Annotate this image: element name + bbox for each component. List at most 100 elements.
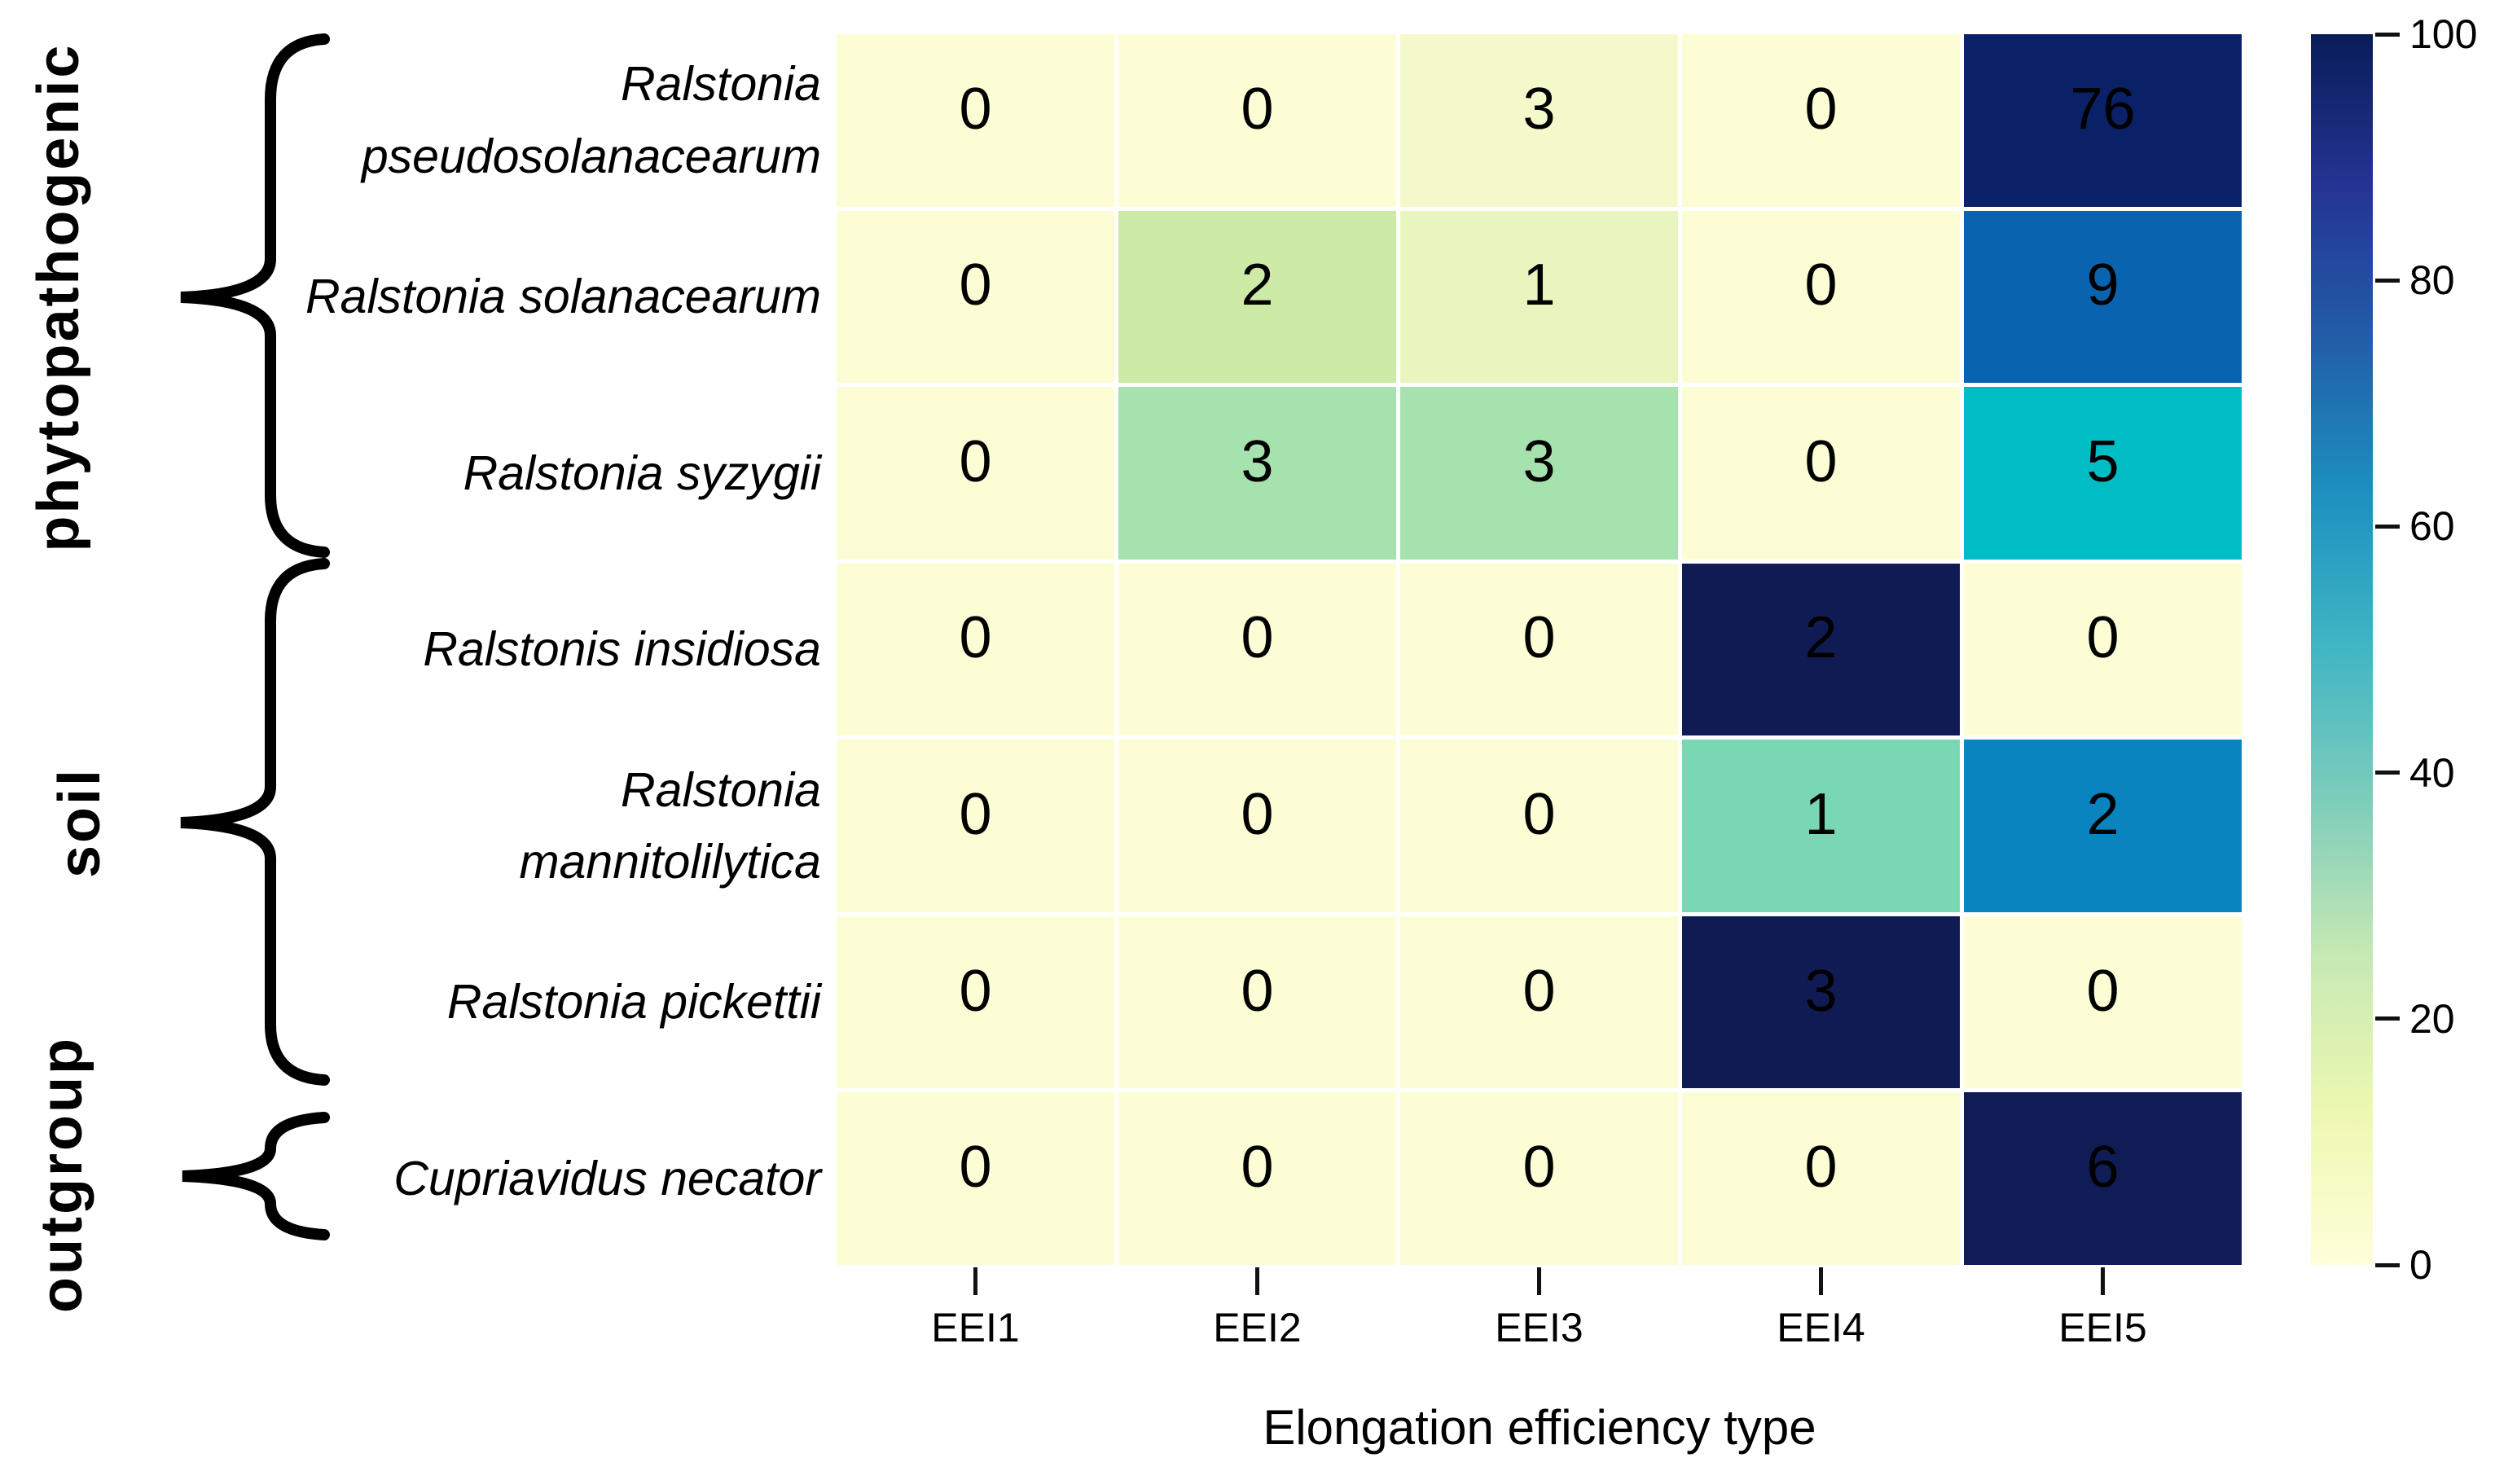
heatmap-cell-soil-EEI2: 0 [1118, 915, 1396, 1089]
species-name: Cupriavidus necator [393, 1151, 821, 1205]
cell-value: 0 [959, 252, 992, 318]
heatmap-cell-phytopathogenic-EEI2: 0 [1118, 34, 1396, 207]
cell-value: 0 [959, 605, 992, 671]
cell-value: 0 [1241, 605, 1274, 671]
heatmap-cell-soil-EEI2: 0 [1118, 563, 1396, 736]
colorbar-tick-label-0: 0 [2409, 1242, 2432, 1288]
cell-value: 3 [1522, 428, 1556, 494]
cell-value: 5 [2086, 428, 2119, 494]
cell-value: 3 [1522, 76, 1556, 142]
colorbar-tick-label-60: 60 [2409, 503, 2455, 550]
x-axis-title: Elongation efficiency type [1263, 1399, 1816, 1455]
row-label-3: Ralstonia syzygii [261, 367, 821, 579]
x-tick-EEI1 [973, 1267, 977, 1295]
heatmap-grid: 0 0 3 0 76 0 2 1 0 9 0 3 3 0 5 0 0 0 2 0 0 0 0 1 2 0 0 0 3 0 0 0 0 0 6 [837, 34, 2242, 1265]
species-name: Ralstonia mannitolilytica [519, 762, 821, 889]
heatmap-cell-outgroup-EEI5: 6 [1964, 1092, 2242, 1265]
x-tick-EEI4 [1819, 1267, 1823, 1295]
cell-value: 0 [959, 782, 992, 848]
heatmap-cell-phytopathogenic-EEI2: 3 [1118, 387, 1396, 560]
row-label-7: Cupriavidus necator [261, 1073, 821, 1284]
heatmap-cell-phytopathogenic-EEI5: 9 [1964, 210, 2242, 384]
cell-value: 0 [1522, 958, 1556, 1024]
x-tick-label-EEI4: EEI4 [1777, 1305, 1865, 1350]
heatmap-cell-phytopathogenic-EEI2: 2 [1118, 210, 1396, 384]
row-label-2: Ralstonia solanacearum [261, 191, 821, 402]
cell-value: 0 [1241, 1135, 1274, 1201]
heatmap-cell-soil-EEI5: 0 [1964, 915, 2242, 1089]
heatmap-cell-phytopathogenic-EEI4: 0 [1682, 210, 1960, 384]
x-tick-EEI3 [1537, 1267, 1541, 1295]
brace-outgroup [182, 1112, 330, 1240]
row-label-5: Ralstonia mannitolilytica [261, 720, 821, 932]
heatmap-cell-soil-EEI4: 2 [1682, 563, 1960, 736]
x-tick-EEI2 [1255, 1267, 1259, 1295]
cell-value: 0 [959, 76, 992, 142]
heatmap-cell-outgroup-EEI1: 0 [837, 1092, 1114, 1265]
heatmap-cell-phytopathogenic-EEI3: 1 [1400, 210, 1678, 384]
cell-value: 9 [2086, 252, 2119, 318]
heatmap-cell-soil-EEI1: 0 [837, 563, 1114, 736]
heatmap-cell-outgroup-EEI2: 0 [1118, 1092, 1396, 1265]
x-tick-label-EEI1: EEI1 [931, 1305, 1020, 1350]
heatmap-cell-phytopathogenic-EEI4: 0 [1682, 34, 1960, 207]
x-tick-EEI5 [2101, 1267, 2105, 1295]
colorbar-tick-100 [2375, 32, 2400, 37]
cell-value: 0 [1522, 1135, 1556, 1201]
row-label-4: Ralstonis insidiosa [261, 544, 821, 756]
heatmap-cell-phytopathogenic-EEI3: 3 [1400, 387, 1678, 560]
cell-value: 0 [1804, 252, 1838, 318]
cell-value: 0 [1804, 428, 1838, 494]
heatmap-cell-soil-EEI3: 0 [1400, 915, 1678, 1089]
cell-value: 0 [2086, 605, 2119, 671]
x-tick-label-EEI5: EEI5 [2058, 1305, 2147, 1350]
group-label-phytopathogenic: phytopathogenic [26, 42, 91, 552]
heatmap-cell-outgroup-EEI3: 0 [1400, 1092, 1678, 1265]
colorbar-tick-40 [2375, 771, 2400, 775]
cell-value: 76 [2070, 76, 2136, 142]
cell-value: 0 [959, 958, 992, 1024]
cell-value: 3 [1804, 958, 1838, 1024]
row-label-1: Ralstonia pseudosolanacearum [261, 15, 821, 226]
cell-value: 0 [1241, 782, 1274, 848]
heatmap-cell-soil-EEI2: 0 [1118, 740, 1396, 912]
cell-value: 2 [1804, 605, 1838, 671]
cell-value: 0 [2086, 958, 2119, 1024]
heatmap-cell-soil-EEI5: 2 [1964, 740, 2242, 912]
colorbar-tick-label-100: 100 [2409, 11, 2478, 57]
cell-value: 0 [1241, 958, 1274, 1024]
heatmap-cell-soil-EEI4: 1 [1682, 740, 1960, 912]
brace-phytopathogenic [180, 33, 330, 558]
cell-value: 1 [1804, 782, 1838, 848]
cell-value: 0 [959, 428, 992, 494]
cell-value: 2 [2086, 782, 2119, 848]
heatmap-cell-phytopathogenic-EEI1: 0 [837, 387, 1114, 560]
heatmap-cell-soil-EEI1: 0 [837, 740, 1114, 912]
cell-value: 0 [1522, 782, 1556, 848]
heatmap-cell-phytopathogenic-EEI1: 0 [837, 210, 1114, 384]
heatmap-cell-phytopathogenic-EEI5: 76 [1964, 34, 2242, 207]
heatmap-cell-soil-EEI4: 3 [1682, 915, 1960, 1089]
heatmap-cell-soil-EEI1: 0 [837, 915, 1114, 1089]
species-name: Ralstonia syzygii [463, 446, 821, 500]
species-name: Ralstonis insidiosa [423, 622, 821, 677]
colorbar-tick-label-80: 80 [2409, 257, 2455, 304]
colorbar [2311, 34, 2373, 1265]
colorbar-tick-label-20: 20 [2409, 995, 2455, 1042]
heatmap-cell-soil-EEI3: 0 [1400, 740, 1678, 912]
species-name: Ralstonia pseudosolanacearum [361, 57, 821, 183]
x-tick-label-EEI2: EEI2 [1213, 1305, 1302, 1350]
cell-value: 0 [1804, 1135, 1838, 1201]
colorbar-tick-20 [2375, 1016, 2400, 1021]
cell-value: 0 [1241, 76, 1274, 142]
cell-value: 0 [1804, 76, 1838, 142]
cell-value: 0 [1522, 605, 1556, 671]
colorbar-tick-60 [2375, 524, 2400, 529]
colorbar-tick-0 [2375, 1262, 2400, 1267]
x-tick-label-EEI3: EEI3 [1495, 1305, 1584, 1350]
brace-soil [180, 558, 330, 1086]
heatmap-cell-phytopathogenic-EEI3: 3 [1400, 34, 1678, 207]
heatmap-cell-phytopathogenic-EEI1: 0 [837, 34, 1114, 207]
group-label-outgroup: outgroup [29, 1036, 94, 1313]
